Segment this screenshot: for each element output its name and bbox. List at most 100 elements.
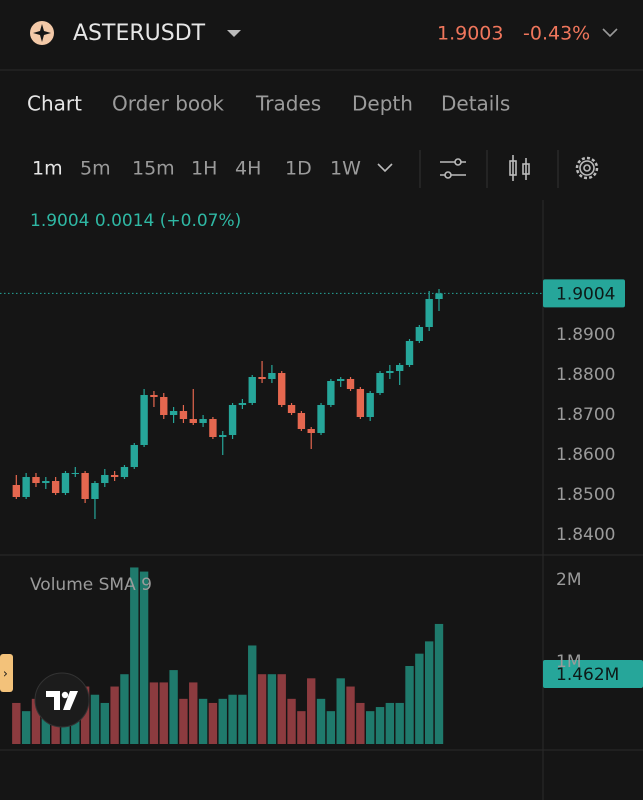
timeframe[interactable]: 1D	[285, 158, 312, 180]
candle-body	[32, 477, 40, 483]
candle-body	[317, 405, 325, 433]
volume-bar	[346, 686, 355, 744]
volume-bar	[31, 698, 41, 744]
volume-bar	[424, 641, 434, 744]
volume-bar	[130, 567, 139, 744]
price-dropdown[interactable]	[602, 28, 618, 38]
header-price: 1.9003	[437, 23, 503, 45]
volume-label: 1.462M	[556, 665, 619, 685]
volume-bar	[316, 698, 326, 744]
timeframe[interactable]: 1m	[32, 158, 63, 180]
candle-body	[110, 475, 119, 477]
candle-body	[297, 413, 306, 429]
volume-bar	[159, 682, 168, 744]
volume-bar	[189, 682, 198, 744]
symbol[interactable]: ASTERUSDT	[73, 21, 206, 46]
candle-body	[160, 397, 168, 415]
candle-body	[42, 481, 50, 483]
volume-bar	[149, 682, 159, 744]
candle-body	[337, 379, 345, 381]
volume-bar	[179, 698, 188, 744]
y-tick-label: 1.8900	[556, 325, 615, 345]
side-handle-arrow: ›	[3, 667, 8, 681]
volume-bar	[356, 702, 365, 744]
candle-body	[268, 373, 276, 379]
candle-body	[366, 393, 374, 417]
volume-tick-label: 2M	[556, 570, 581, 590]
volume-bar	[385, 702, 395, 744]
volume-bar	[277, 674, 286, 744]
candle-body	[199, 419, 207, 423]
symbol-dropdown[interactable]	[227, 30, 241, 37]
candle-body	[130, 445, 138, 467]
candle-body	[425, 299, 433, 327]
volume-bar	[326, 711, 336, 744]
candle-body	[228, 405, 237, 435]
candle-body	[71, 473, 79, 474]
timeframe[interactable]: 1W	[330, 158, 361, 180]
timeframe[interactable]: 15m	[132, 158, 175, 180]
volume-bar	[90, 694, 100, 744]
candle-body	[140, 395, 148, 445]
candle-body	[435, 293, 443, 299]
candle-body	[287, 405, 296, 413]
volume-bar	[218, 698, 227, 744]
volume-bar	[120, 674, 129, 744]
volume-bar	[395, 702, 404, 744]
y-tick-label: 1.8400	[556, 525, 615, 545]
header[interactable]: ASTERUSDT 1.9003 -0.43%	[30, 21, 618, 46]
volume-bar	[297, 711, 306, 744]
volume-bar	[80, 686, 90, 744]
timeframe[interactable]: 4H	[235, 158, 261, 180]
volume-tag	[543, 659, 643, 688]
volume-tick-label: 1M	[556, 652, 581, 672]
volume-bar	[139, 571, 149, 744]
tradingview-logo[interactable]	[34, 672, 90, 728]
volume-bar	[415, 653, 424, 744]
candle-body	[22, 477, 30, 497]
candle-body	[405, 341, 414, 365]
side-handle[interactable]	[0, 654, 13, 692]
header-change: -0.43%	[523, 23, 590, 45]
tab[interactable]: Chart	[27, 92, 82, 116]
chart-type-icon[interactable]	[509, 155, 530, 181]
candle-body	[307, 429, 315, 433]
timeframe[interactable]: 1H	[191, 158, 217, 180]
more-timeframes[interactable]	[377, 163, 393, 173]
candle-body	[415, 327, 424, 341]
candle-body	[51, 481, 60, 493]
candle-body	[150, 395, 158, 397]
candle-body	[61, 473, 70, 493]
volume-bar	[336, 678, 345, 744]
volume-bar	[405, 665, 414, 744]
volume-bar	[287, 698, 296, 744]
tab[interactable]: Depth	[352, 92, 413, 116]
candle-body	[248, 377, 256, 403]
volume-bar	[208, 702, 218, 744]
y-tick-label: 1.8600	[556, 445, 615, 465]
candle-body	[346, 379, 355, 389]
tabs: Chart Order book Trades Depth Details	[27, 92, 510, 116]
candle-body	[189, 419, 197, 423]
volume-bar	[21, 711, 31, 744]
timeframe[interactable]: 5m	[80, 158, 111, 180]
tab[interactable]: Trades	[255, 92, 321, 116]
volume-bar	[198, 698, 208, 744]
candle-body	[238, 403, 247, 405]
volume-bar	[267, 674, 277, 744]
token-logo-star	[33, 24, 51, 42]
volume-bar	[169, 670, 178, 744]
tab[interactable]: Order book	[112, 92, 224, 116]
volume-bar	[12, 702, 21, 744]
candle-body	[376, 373, 384, 393]
y-tick-label: 1.8800	[556, 365, 615, 385]
indicators-icon[interactable]	[440, 158, 466, 179]
volume-bar	[110, 686, 119, 744]
settings-icon[interactable]	[575, 156, 599, 180]
tab[interactable]: Details	[441, 92, 510, 116]
candle-body	[120, 467, 129, 477]
candle-body	[12, 485, 21, 497]
volume-bar	[257, 674, 267, 744]
volume-bar	[366, 711, 375, 744]
candle-body	[219, 435, 227, 437]
